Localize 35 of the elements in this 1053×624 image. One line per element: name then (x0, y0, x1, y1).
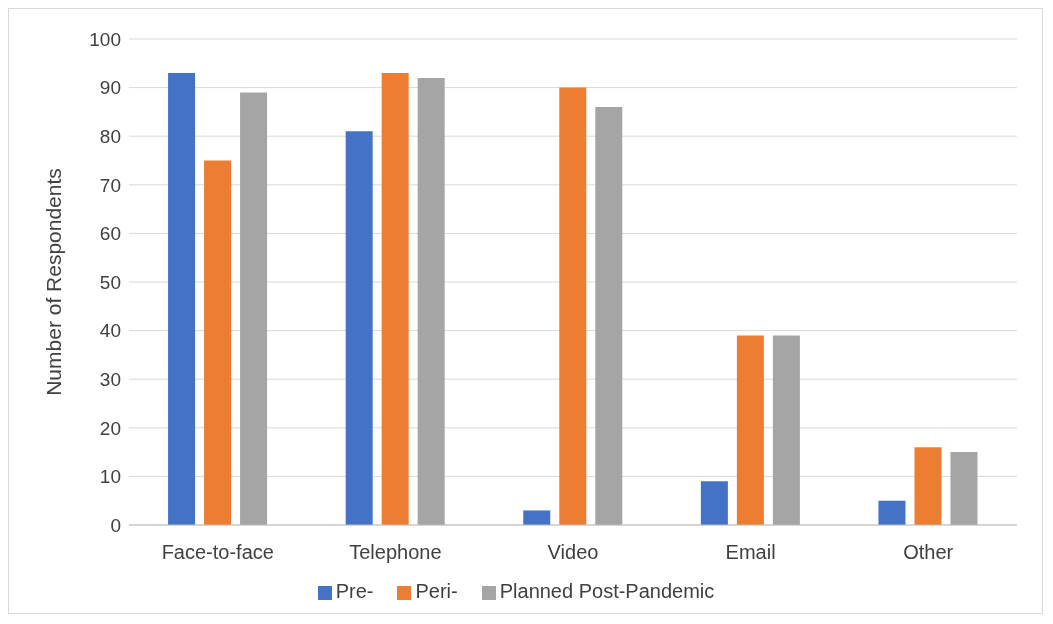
legend-label: Planned Post-Pandemic (499, 580, 715, 602)
legend-label: Pre- (335, 580, 374, 602)
bar (168, 73, 196, 525)
x-tick-label: Face-to-face (161, 541, 274, 564)
y-tick-label: 10 (99, 466, 121, 488)
y-tick-label: 0 (110, 514, 121, 536)
bar (595, 107, 623, 525)
y-tick-label: 90 (99, 77, 121, 99)
bar (772, 335, 800, 525)
bar (950, 452, 978, 525)
legend-label: Peri- (415, 580, 458, 602)
y-tick-label: 80 (99, 125, 121, 147)
x-tick-label: Email (725, 541, 776, 564)
bar (417, 77, 445, 525)
x-tick-label: Telephone (349, 541, 442, 564)
bar (878, 500, 906, 525)
y-tick-label: 40 (99, 320, 121, 342)
bar (204, 160, 232, 525)
bar (381, 73, 409, 525)
x-tick-label: Other (903, 541, 954, 564)
y-tick-label: 70 (99, 174, 121, 196)
bar (523, 510, 551, 525)
bar (240, 92, 268, 525)
bar (700, 481, 728, 525)
y-tick-label: 30 (99, 368, 121, 390)
bar (914, 447, 942, 525)
y-tick-label: 50 (99, 271, 121, 293)
bar (736, 335, 764, 525)
bar (559, 87, 587, 525)
bar (345, 131, 373, 525)
y-tick-label: 20 (99, 417, 121, 439)
x-tick-label: Video (547, 541, 599, 564)
y-tick-label: 100 (89, 28, 121, 50)
y-tick-label: 60 (99, 223, 121, 245)
y-axis-title: Number of Respondents (42, 168, 66, 396)
